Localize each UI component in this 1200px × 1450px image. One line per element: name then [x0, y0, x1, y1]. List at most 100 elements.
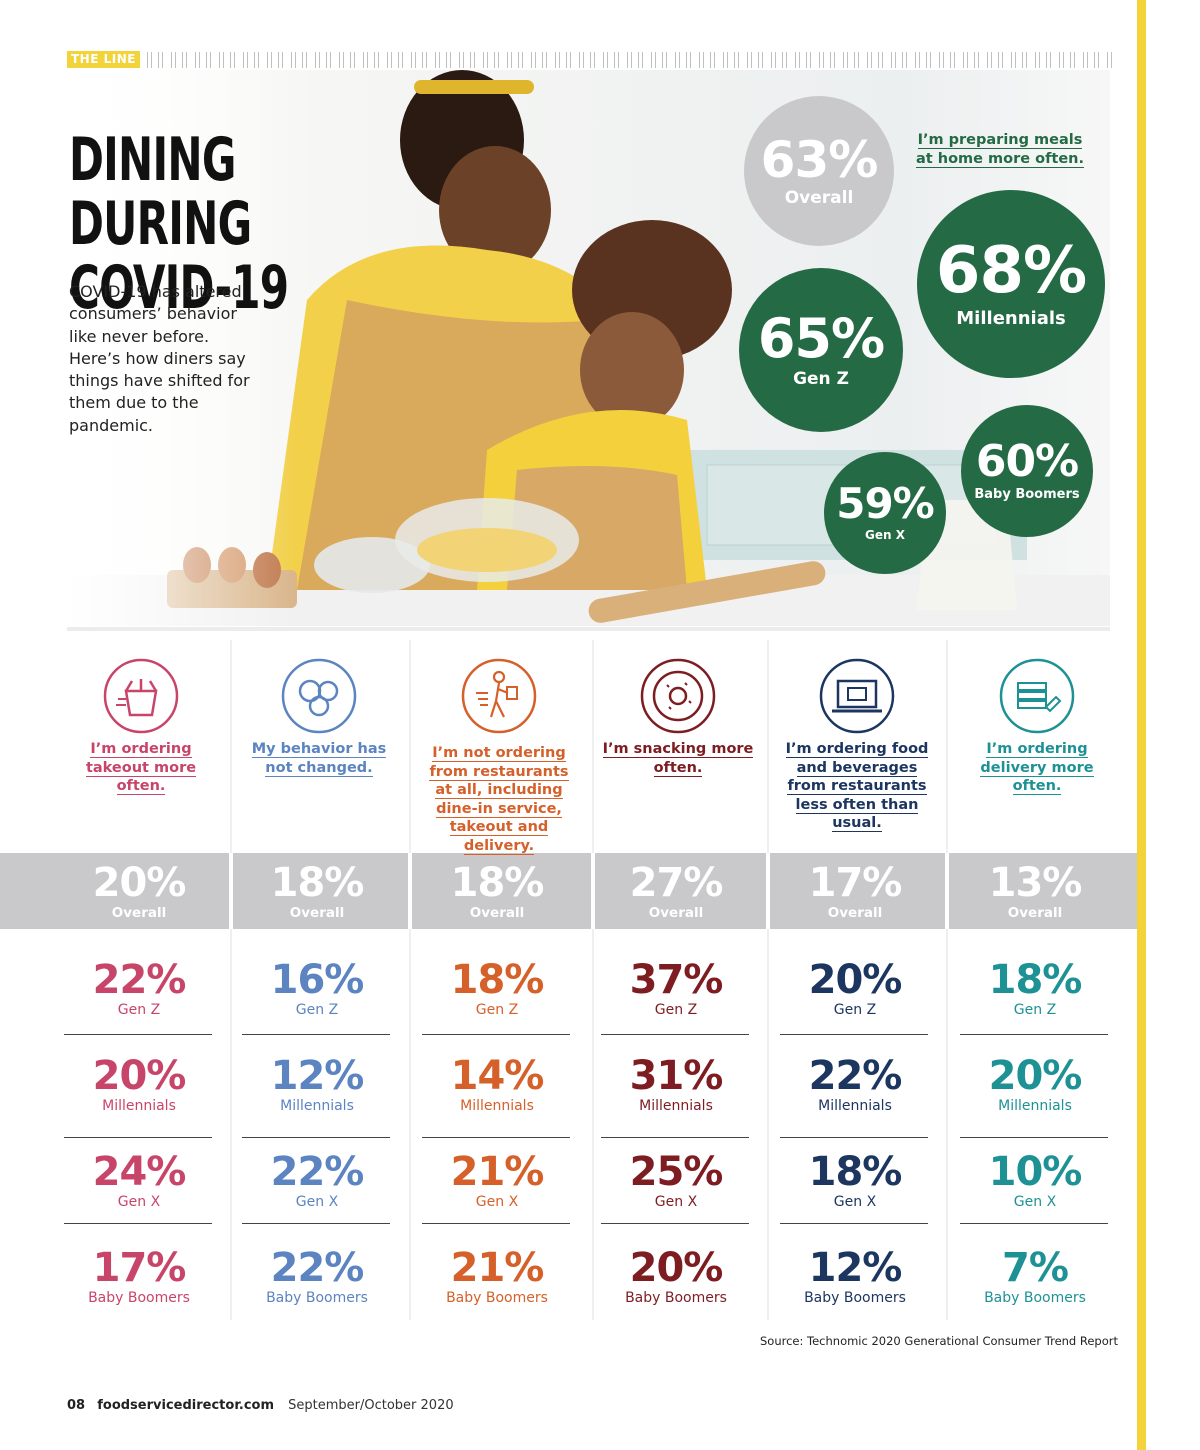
generation-pct: 20%: [808, 957, 903, 1003]
generation-label: Baby Boomers: [88, 1290, 190, 1306]
generation-label: Baby Boomers: [446, 1290, 548, 1306]
generation-pct: 20%: [629, 1245, 724, 1291]
overall-stat: 18% Overall: [409, 853, 585, 929]
overall-stat: 13% Overall: [947, 853, 1123, 929]
row-divider: [64, 1034, 212, 1035]
preparing-meals-caption-text: I’m preparing meals at home more often.: [915, 132, 1084, 168]
takeout-box-icon: [102, 657, 180, 735]
generation-label: Baby Boomers: [984, 1290, 1086, 1306]
generation-pct: 12%: [808, 1245, 903, 1291]
column-divider: [230, 640, 232, 1320]
generation-label: Gen X: [833, 1194, 877, 1210]
row-divider: [242, 1034, 390, 1035]
column-title: I’m snacking more often.: [590, 740, 766, 777]
overall-pct: 18%: [450, 860, 545, 906]
overall-label: Overall: [469, 905, 525, 921]
row-divider: [242, 1223, 390, 1224]
column-divider: [946, 640, 948, 1320]
row-divider: [601, 1034, 749, 1035]
barcode-rule: [147, 52, 1113, 68]
generation-label: Baby Boomers: [625, 1290, 727, 1306]
generation-stat: 12% Millennials: [242, 1054, 392, 1114]
generation-label: Millennials: [460, 1098, 534, 1114]
generation-stat: 31% Millennials: [601, 1054, 751, 1114]
generation-stat: 37% Gen Z: [601, 958, 751, 1018]
generation-stat: 22% Baby Boomers: [242, 1246, 392, 1306]
generation-pct: 20%: [92, 1053, 187, 1099]
generation-pct: 10%: [988, 1149, 1083, 1195]
overall-pct: 18%: [270, 860, 365, 906]
band-gap: [591, 853, 595, 929]
bubble-millennials: 68% Millennials: [917, 190, 1105, 378]
generation-label: Gen Z: [295, 1002, 339, 1018]
overall-label: Overall: [827, 905, 883, 921]
generation-stat: 18% Gen Z: [422, 958, 572, 1018]
column-title: I’m ordering food and beverages from res…: [769, 740, 945, 833]
overall-stat: 17% Overall: [767, 853, 943, 929]
generation-stat: 17% Baby Boomers: [64, 1246, 214, 1306]
bubble-baby-boomers: 60% Baby Boomers: [961, 405, 1093, 537]
bubble-millennials-pct: 68%: [935, 234, 1087, 309]
overall-label: Overall: [111, 905, 167, 921]
generation-pct: 22%: [808, 1053, 903, 1099]
generation-stat: 20% Gen Z: [780, 958, 930, 1018]
row-divider: [422, 1034, 570, 1035]
generation-label: Gen X: [117, 1194, 161, 1210]
overall-pct: 17%: [808, 860, 903, 906]
generation-stat: 22% Millennials: [780, 1054, 930, 1114]
generation-label: Baby Boomers: [266, 1290, 368, 1306]
title-line-1: DINING DURING: [69, 125, 252, 259]
generation-stat: 14% Millennials: [422, 1054, 572, 1114]
generation-stat: 10% Gen X: [960, 1150, 1110, 1210]
generation-stat: 12% Baby Boomers: [780, 1246, 930, 1306]
generation-stat: 20% Millennials: [960, 1054, 1110, 1114]
generation-label: Gen X: [475, 1194, 519, 1210]
bubble-gen-z-label: Gen Z: [793, 368, 849, 389]
generation-stat: 21% Gen X: [422, 1150, 572, 1210]
generation-pct: 24%: [92, 1149, 187, 1195]
generation-label: Millennials: [102, 1098, 176, 1114]
generation-stat: 24% Gen X: [64, 1150, 214, 1210]
overall-pct: 27%: [629, 860, 724, 906]
bubble-overall: 63% Overall: [744, 96, 894, 246]
generation-pct: 21%: [450, 1245, 545, 1291]
generation-label: Millennials: [280, 1098, 354, 1114]
section-divider: [67, 627, 1110, 631]
generation-pct: 25%: [629, 1149, 724, 1195]
preparing-meals-caption: I’m preparing meals at home more often.: [910, 131, 1090, 169]
generation-label: Gen Z: [117, 1002, 161, 1018]
generation-pct: 22%: [270, 1149, 365, 1195]
column-title-text: I’m ordering takeout more often.: [85, 741, 197, 795]
row-divider: [960, 1137, 1108, 1138]
plate-dishes-icon: [280, 657, 358, 735]
donut-icon: [639, 657, 717, 735]
bubble-overall-pct: 63%: [760, 130, 879, 189]
generation-pct: 18%: [988, 957, 1083, 1003]
generation-stat: 22% Gen X: [242, 1150, 392, 1210]
footer-site: foodservicedirector.com: [97, 1398, 274, 1413]
delivery-person-icon: [460, 657, 538, 735]
column-title-text: I’m ordering delivery more often.: [980, 741, 1094, 795]
column-divider: [592, 640, 594, 1320]
overall-pct: 13%: [988, 860, 1083, 906]
row-divider: [960, 1223, 1108, 1224]
row-divider: [780, 1034, 928, 1035]
band-gap: [408, 853, 412, 929]
bubble-gen-z-pct: 65%: [757, 306, 885, 370]
overall-pct: 20%: [92, 860, 187, 906]
column-title: I’m not ordering from restaurants at all…: [411, 744, 587, 855]
generation-stat: 18% Gen Z: [960, 958, 1110, 1018]
generation-label: Gen X: [1013, 1194, 1057, 1210]
generation-pct: 18%: [808, 1149, 903, 1195]
generation-pct: 18%: [450, 957, 545, 1003]
bubble-gen-z: 65% Gen Z: [739, 268, 903, 432]
column-title-text: I’m snacking more often.: [602, 741, 754, 777]
overall-stat: 18% Overall: [229, 853, 405, 929]
band-gap: [945, 853, 949, 929]
generation-stat: 22% Gen Z: [64, 958, 214, 1018]
page-footer: 08 foodservicedirector.com September/Oct…: [67, 1398, 454, 1413]
column-title: My behavior has not changed.: [231, 740, 407, 777]
generation-label: Millennials: [998, 1098, 1072, 1114]
generation-label: Millennials: [639, 1098, 713, 1114]
overall-stat: 20% Overall: [51, 853, 227, 929]
